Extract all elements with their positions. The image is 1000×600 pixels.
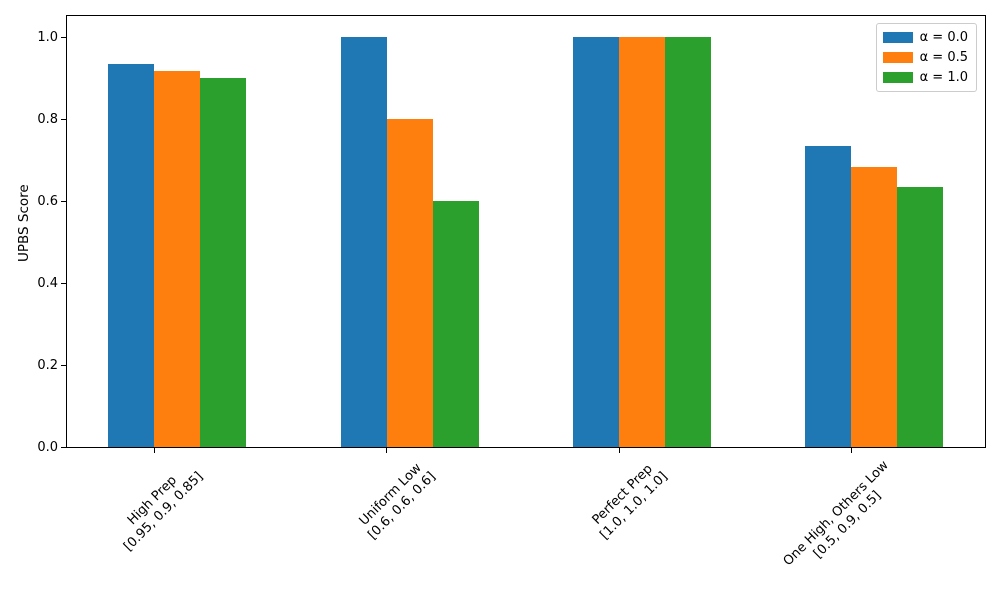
y-tick-label-2: 0.4 — [37, 275, 58, 291]
legend-label-1: α = 0.5 — [919, 50, 968, 65]
legend: α = 0.0 α = 0.5 α = 1.0 — [875, 23, 977, 92]
bar-α=0.5-cat1 — [386, 119, 433, 447]
y-tick-mark-2 — [61, 282, 66, 284]
x-tick-mark-1 — [386, 448, 388, 453]
legend-swatch-0 — [882, 32, 913, 43]
bar-α=1.0-cat3 — [897, 187, 944, 447]
legend-swatch-2 — [882, 72, 913, 83]
bar-α=1.0-cat1 — [432, 201, 479, 447]
bar-α=1.0-cat0 — [200, 78, 247, 447]
y-tick-label-1: 0.2 — [37, 357, 58, 373]
bar-α=0.5-cat0 — [154, 71, 201, 447]
x-tick-mark-0 — [153, 448, 155, 453]
x-tick-label-1: Uniform Low [0.6, 0.6, 0.6] — [354, 458, 439, 543]
legend-label-2: α = 1.0 — [919, 70, 968, 85]
y-tick-mark-3 — [61, 200, 66, 202]
x-tick-mark-2 — [618, 448, 620, 453]
y-tick-mark-0 — [61, 446, 66, 448]
y-tick-mark-1 — [61, 364, 66, 366]
legend-item-0: α = 0.0 — [882, 29, 968, 46]
legend-item-1: α = 0.5 — [882, 49, 968, 66]
x-tick-label-2: Perfect Prep [1.0, 1.0, 1.0] — [586, 458, 671, 543]
bar-α=0.0-cat1 — [340, 37, 387, 447]
bar-α=1.0-cat2 — [665, 37, 712, 447]
y-tick-label-5: 1.0 — [37, 29, 58, 45]
y-axis-title: UPBS Score — [16, 184, 32, 262]
x-tick-label-line2-3: [0.5, 0.9, 0.5] — [811, 488, 885, 562]
legend-item-2: α = 1.0 — [882, 69, 968, 86]
bar-α=0.5-cat3 — [851, 166, 898, 447]
plot-area: α = 0.0 α = 0.5 α = 1.0 — [66, 15, 986, 448]
bar-α=0.0-cat2 — [573, 37, 620, 447]
y-tick-label-3: 0.6 — [37, 193, 58, 209]
bar-α=0.0-cat0 — [108, 64, 155, 447]
legend-label-0: α = 0.0 — [919, 30, 968, 45]
legend-swatch-1 — [882, 52, 913, 63]
bar-α=0.5-cat2 — [619, 37, 666, 447]
y-tick-label-4: 0.8 — [37, 111, 58, 127]
y-tick-label-0: 0.0 — [37, 439, 58, 455]
x-tick-label-3: One High, Others Low [0.5, 0.9, 0.5] — [781, 458, 904, 581]
y-tick-mark-5 — [61, 36, 66, 38]
y-tick-mark-4 — [61, 118, 66, 120]
x-tick-mark-3 — [850, 448, 852, 453]
bar-α=0.0-cat3 — [805, 146, 852, 447]
x-tick-label-0: High Prep [0.95, 0.9, 0.85] — [110, 458, 207, 555]
x-tick-label-line1-3: One High, Others Low — [780, 458, 892, 570]
